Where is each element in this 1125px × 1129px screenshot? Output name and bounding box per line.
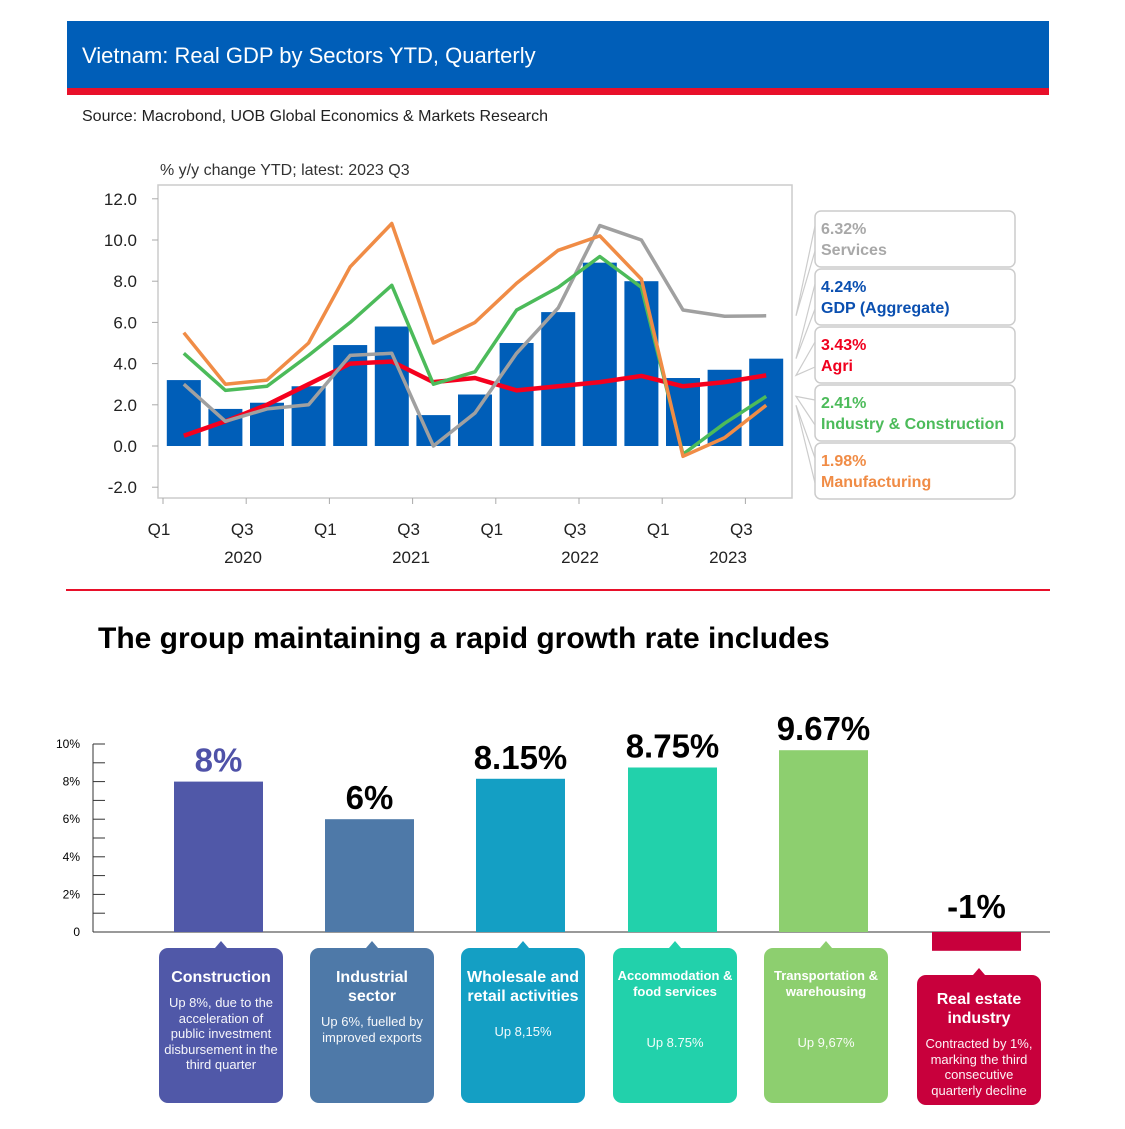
category-name: Construction <box>171 969 271 986</box>
section-heading: The group maintaining a rapid growth rat… <box>98 622 830 655</box>
category-name: Accommodation & food services <box>617 968 733 999</box>
category-name: Transportation & warehousing <box>773 968 878 999</box>
legend-pointer <box>794 395 816 426</box>
chart-title: Vietnam: Real GDP by Sectors YTD, Quarte… <box>82 43 536 68</box>
y-tick-label: 10.0 <box>104 231 137 250</box>
category-description: Up 8,15% <box>494 1024 552 1039</box>
data-label: 6% <box>346 779 394 816</box>
gdp-bar <box>291 386 326 446</box>
category-name: Wholesale and retail activities <box>466 969 580 1005</box>
legend-pointer <box>795 283 816 359</box>
x-tick-label: Q3 <box>397 520 420 539</box>
x-tick-label: Q3 <box>564 520 587 539</box>
data-label: 9.67% <box>777 710 871 747</box>
legend-value: 4.24% <box>821 279 866 296</box>
y-tick-label: 4% <box>63 850 81 864</box>
year-label: 2022 <box>561 548 599 567</box>
category-name: Industrial sector <box>335 969 408 1005</box>
bar-1 <box>174 781 263 932</box>
line-manufacturing <box>182 221 768 459</box>
category-description: Up 6%, fuelled by improved exports <box>321 1014 423 1045</box>
line-agri <box>183 359 767 438</box>
category-card: Transportation & warehousing Up 9,67% <box>764 941 888 1103</box>
legend-value: 6.32% <box>821 221 866 238</box>
legend-value: 1.98% <box>821 453 866 470</box>
y-tick-label: 2% <box>63 887 81 901</box>
bar-5 <box>779 750 868 932</box>
gdp-bar <box>333 345 368 446</box>
data-label: 8.15% <box>474 739 568 776</box>
legend-label: Manufacturing <box>821 474 931 491</box>
category-description: Up 8%, due to the acceleration of public… <box>164 995 278 1072</box>
category-name: Real estate industry <box>936 991 1022 1027</box>
legend-pointer <box>794 341 816 377</box>
category-card: Accommodation & food services Up 8.75% <box>613 941 737 1103</box>
gdp-bar <box>624 281 659 446</box>
category-card: Wholesale and retail activities Up 8,15% <box>461 941 585 1103</box>
data-label: 8% <box>195 742 243 779</box>
legend-box <box>814 384 1016 442</box>
legend-box <box>814 210 1016 268</box>
source-note: Source: Macrobond, UOB Global Economics … <box>82 108 548 125</box>
year-label: 2023 <box>709 548 747 567</box>
legend-label: Services <box>821 242 887 259</box>
title-bar: Vietnam: Real GDP by Sectors YTD, Quarte… <box>67 21 1049 95</box>
bar-2 <box>325 819 414 932</box>
category-card: Industrial sector Up 6%, fuelled by impro… <box>310 941 434 1103</box>
y-tick-label: 6.0 <box>113 313 137 332</box>
year-label: 2020 <box>224 548 262 567</box>
gdp-bar <box>166 380 201 446</box>
bar-4 <box>628 767 717 932</box>
y-tick-label: 10% <box>56 737 80 751</box>
gdp-sectors-chart: % y/y change YTD; latest: 2023 Q3 12.0 10.… <box>104 162 1016 567</box>
x-tick-label: Q1 <box>647 520 670 539</box>
x-tick-label: Q1 <box>148 520 171 539</box>
line-services <box>182 223 767 448</box>
y-tick-label: 8.0 <box>113 272 137 291</box>
x-tick-label: Q3 <box>231 520 254 539</box>
legend-pointer <box>795 405 816 484</box>
category-card: Real estate industry Contracted by 1%, ma… <box>917 968 1041 1105</box>
legend-pointer <box>795 225 816 316</box>
legend-label: Agri <box>821 358 853 375</box>
y-tick-label: -2.0 <box>108 478 137 497</box>
legend-value: 2.41% <box>821 395 866 412</box>
legend-label: Industry & Construction <box>821 416 1004 433</box>
y-tick-label: 6% <box>63 812 81 826</box>
y-tick-label: 2.0 <box>113 396 137 415</box>
gdp-bar <box>582 262 617 446</box>
year-label: 2021 <box>392 548 430 567</box>
legend-value: 3.43% <box>821 337 866 354</box>
y-tick-label: 8% <box>63 775 81 789</box>
gdp-bar <box>374 326 409 446</box>
bar-6 <box>932 932 1021 951</box>
legend-box <box>814 326 1016 384</box>
plot-area <box>157 184 793 499</box>
chart-subtitle: % y/y change YTD; latest: 2023 Q3 <box>160 162 410 179</box>
x-tick-label: Q1 <box>314 520 337 539</box>
category-card: Construction Up 8%, due to the accelerati… <box>159 941 283 1103</box>
x-tick-label: Q3 <box>730 520 753 539</box>
category-description: Contracted by 1%, marking the third cons… <box>925 1036 1033 1098</box>
bar-3 <box>476 778 565 932</box>
y-tick-label: 12.0 <box>104 190 137 209</box>
divider <box>66 589 1050 591</box>
y-tick-label: 0.0 <box>113 437 137 456</box>
data-label: 8.75% <box>626 728 720 765</box>
gdp-bar <box>499 343 534 446</box>
legend-box <box>814 442 1016 500</box>
y-tick-label: 0 <box>73 925 80 939</box>
legend-label: GDP (Aggregate) <box>821 300 950 317</box>
category-description: Up 8.75% <box>646 1035 704 1050</box>
y-tick-label: 4.0 <box>113 355 137 374</box>
category-description: Up 9,67% <box>797 1035 855 1050</box>
legend-box <box>814 268 1016 326</box>
x-tick-label: Q1 <box>480 520 503 539</box>
data-label: -1% <box>947 888 1006 925</box>
gdp-bar <box>541 312 576 446</box>
